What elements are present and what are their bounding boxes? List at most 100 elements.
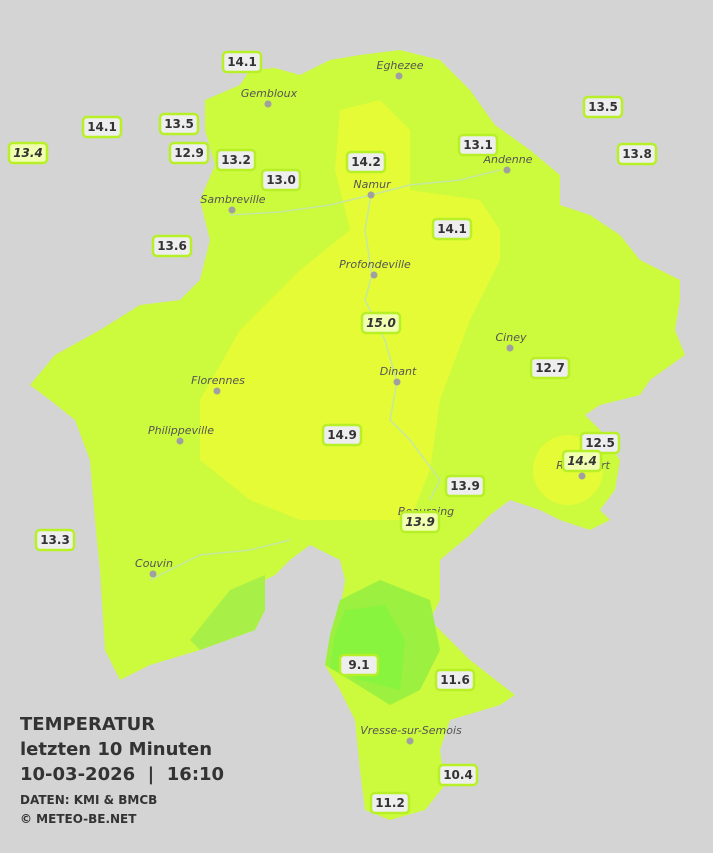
city-name: Sambreville bbox=[200, 193, 265, 206]
station: 14.9 bbox=[321, 423, 363, 447]
station-value: 13.5 bbox=[588, 100, 618, 114]
station-value: 13.8 bbox=[622, 147, 652, 161]
station-box bbox=[34, 528, 76, 552]
station-box bbox=[151, 234, 193, 258]
station: 13.5 bbox=[582, 95, 624, 119]
station: 14.1 bbox=[221, 50, 263, 74]
legend-title: TEMPERATUR bbox=[20, 714, 155, 735]
station-box bbox=[260, 168, 302, 192]
city-name: Florennes bbox=[191, 374, 245, 387]
station-value: 12.7 bbox=[535, 361, 565, 375]
station: 12.9 bbox=[168, 141, 210, 165]
city-dot bbox=[506, 344, 514, 352]
city-dot bbox=[406, 737, 414, 745]
station-box bbox=[369, 791, 411, 815]
city-dot bbox=[393, 378, 401, 386]
station-box bbox=[582, 95, 624, 119]
station-value: 9.1 bbox=[348, 658, 369, 672]
station-value: 12.9 bbox=[174, 146, 204, 160]
station: 11.2 bbox=[369, 791, 411, 815]
city-dot bbox=[578, 472, 586, 480]
city-name: Philippeville bbox=[148, 424, 214, 437]
station-box bbox=[360, 311, 402, 335]
station-value: 13.2 bbox=[221, 153, 251, 167]
city-name: Dinant bbox=[380, 365, 417, 378]
station-box bbox=[345, 150, 387, 174]
station-box bbox=[437, 763, 479, 787]
station: 12.7 bbox=[529, 356, 571, 380]
station-value: 14.1 bbox=[227, 55, 257, 69]
station-box bbox=[215, 148, 257, 172]
station-value: 15.0 bbox=[366, 316, 396, 330]
station-value: 13.3 bbox=[40, 533, 70, 547]
station: 13.2 bbox=[215, 148, 257, 172]
station-box bbox=[81, 115, 123, 139]
city-dot bbox=[367, 191, 375, 199]
city-name: Gembloux bbox=[241, 87, 298, 100]
city-dot bbox=[228, 206, 236, 214]
station: 10.4 bbox=[437, 763, 479, 787]
station-value: 14.4 bbox=[567, 454, 597, 468]
city-name: Eghezee bbox=[377, 59, 424, 72]
city-dot bbox=[395, 72, 403, 80]
station: 14.4 bbox=[561, 449, 603, 473]
station: 13.4 bbox=[7, 141, 49, 165]
station-value: 13.5 bbox=[164, 117, 194, 131]
station-value: 13.0 bbox=[266, 173, 296, 187]
city-dot bbox=[213, 387, 221, 395]
station-box bbox=[399, 510, 441, 534]
station: 11.6 bbox=[434, 668, 476, 692]
legend-copyright: © METEO-BE.NET bbox=[20, 812, 137, 826]
city-dot bbox=[149, 570, 157, 578]
station-value: 13.6 bbox=[157, 239, 187, 253]
station-box bbox=[444, 474, 486, 498]
station: 13.9 bbox=[444, 474, 486, 498]
station-value: 13.4 bbox=[13, 146, 43, 160]
city-dot bbox=[503, 166, 511, 174]
city-name: Andenne bbox=[483, 153, 533, 166]
station-box bbox=[338, 653, 380, 677]
station-value: 12.5 bbox=[585, 436, 615, 450]
city-dot bbox=[176, 437, 184, 445]
station-box bbox=[158, 112, 200, 136]
station-box bbox=[561, 449, 603, 473]
station: 13.0 bbox=[260, 168, 302, 192]
station: 9.1 bbox=[338, 653, 380, 677]
station: 13.9 bbox=[399, 510, 441, 534]
station-value: 11.6 bbox=[440, 673, 470, 687]
station-box bbox=[431, 217, 473, 241]
labels: Eghezee Gembloux Andenne Namur Sambreville Pr… bbox=[7, 50, 658, 815]
station-value: 13.1 bbox=[463, 138, 493, 152]
station: 14.1 bbox=[81, 115, 123, 139]
station-value: 14.1 bbox=[437, 222, 467, 236]
station-box bbox=[616, 142, 658, 166]
station-box bbox=[221, 50, 263, 74]
station-value: 14.1 bbox=[87, 120, 117, 134]
station: 13.3 bbox=[34, 528, 76, 552]
station-value: 14.9 bbox=[327, 428, 357, 442]
station-value: 13.9 bbox=[405, 515, 435, 529]
station-box bbox=[168, 141, 210, 165]
station: 15.0 bbox=[360, 311, 402, 335]
station-value: 11.2 bbox=[375, 796, 405, 810]
station-box bbox=[7, 141, 49, 165]
station: 14.2 bbox=[345, 150, 387, 174]
legend-source: DATEN: KMI & BMCB bbox=[20, 793, 157, 807]
station: 13.6 bbox=[151, 234, 193, 258]
station: 14.1 bbox=[431, 217, 473, 241]
station: 13.5 bbox=[158, 112, 200, 136]
legend-datetime: 10-03-2026 | 16:10 bbox=[20, 764, 224, 785]
station-box bbox=[321, 423, 363, 447]
city-name: Couvin bbox=[135, 557, 173, 570]
station: 13.8 bbox=[616, 142, 658, 166]
station-box bbox=[434, 668, 476, 692]
city-dot bbox=[264, 100, 272, 108]
station-value: 14.2 bbox=[351, 155, 381, 169]
station: 13.1 bbox=[457, 133, 499, 157]
city-name: Namur bbox=[353, 178, 392, 191]
station: 12.5 bbox=[579, 431, 621, 455]
city-name: Vresse-sur-Semois bbox=[360, 724, 462, 737]
station-value: 10.4 bbox=[443, 768, 473, 782]
station-box bbox=[529, 356, 571, 380]
